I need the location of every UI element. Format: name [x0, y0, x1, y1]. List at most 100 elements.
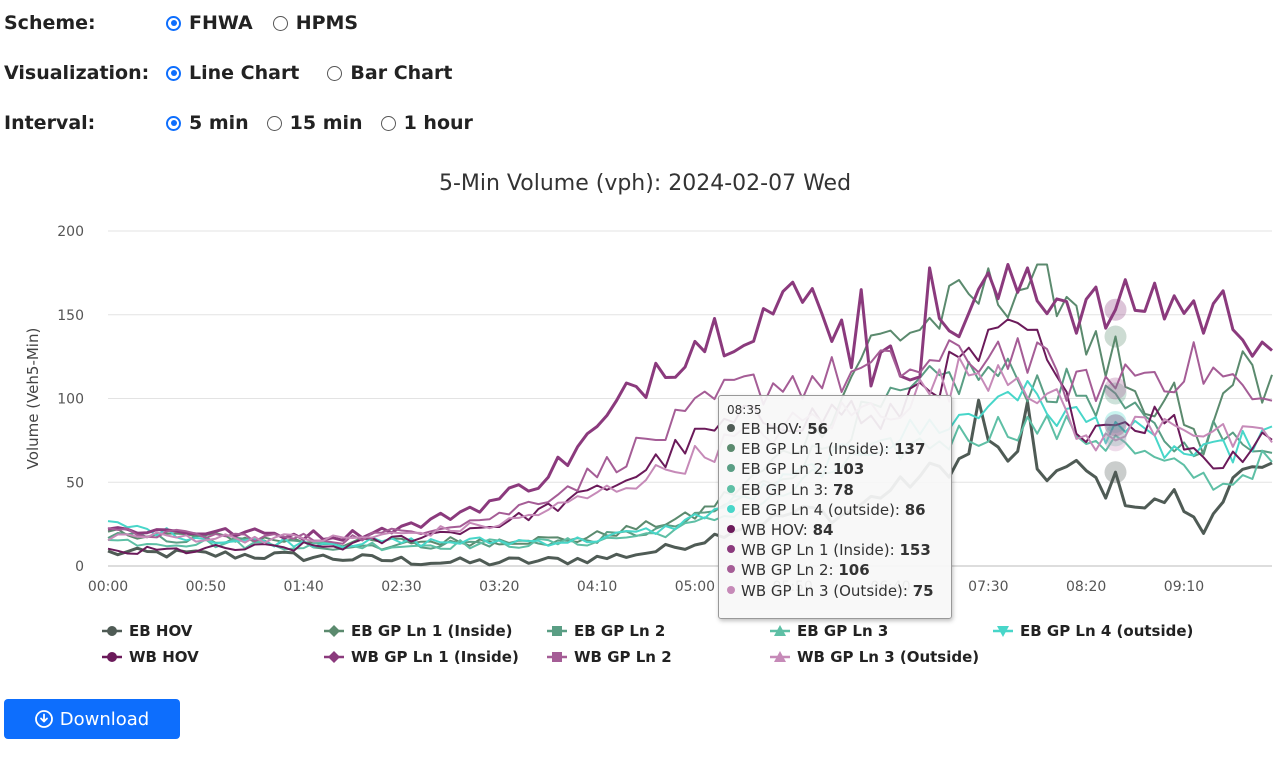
legend-marker-triangle	[774, 651, 786, 662]
legend-item: WB GP Ln 1 (Inside)	[324, 648, 519, 666]
y-tick-label: 0	[75, 559, 84, 575]
interval-option-5min[interactable]: 5 min	[166, 112, 249, 134]
series-line	[107, 357, 1273, 551]
x-tick-label: 02:30	[381, 579, 421, 595]
visualization-option-line[interactable]: Line Chart	[166, 62, 299, 84]
radio-icon[interactable]	[327, 65, 343, 81]
tooltip-dot	[727, 565, 735, 574]
chart-title: 5-Min Volume (vph): 2024-02-07 Wed	[439, 171, 851, 196]
legend-marker-square	[552, 626, 562, 636]
hover-marker	[1104, 424, 1127, 447]
tooltip-value: 153	[899, 541, 931, 560]
hover-marker	[1104, 382, 1127, 405]
legend-marker-circle	[107, 652, 117, 662]
interval-option-label: 15 min	[289, 112, 363, 134]
interval-option-1hour[interactable]: 1 hour	[380, 112, 473, 134]
interval-option-label: 5 min	[189, 112, 249, 134]
scheme-option-hpms[interactable]: HPMS	[272, 12, 358, 34]
hover-marker	[1104, 410, 1127, 433]
radio-icon[interactable]	[272, 15, 288, 31]
interval-option-15min[interactable]: 15 min	[266, 112, 363, 134]
radio-icon[interactable]	[166, 15, 181, 31]
legend-label: WB GP Ln 2	[574, 648, 672, 666]
x-tick-label: 00:00	[88, 579, 128, 595]
legend-marker-diamond	[328, 625, 340, 637]
hover-marker	[1104, 298, 1127, 321]
tooltip-dot	[727, 484, 735, 493]
tooltip-value: 75	[912, 581, 934, 600]
x-tick-label: 04:10	[577, 579, 617, 595]
scheme-row: Scheme: FHWA HPMS	[4, 10, 378, 36]
legend-item: EB HOV	[102, 622, 193, 640]
scheme-label: Scheme:	[4, 12, 96, 34]
x-tick-label: 09:10	[1164, 579, 1204, 595]
tooltip-time: 08:35	[727, 403, 762, 417]
x-tick-label: 05:00	[675, 579, 715, 595]
y-axis-label: Volume (Veh5-Min)	[24, 328, 42, 470]
tooltip-dot	[727, 504, 735, 513]
legend-item: EB GP Ln 2	[547, 622, 665, 640]
legend-label: WB GP Ln 3 (Outside)	[797, 648, 979, 666]
y-tick-label: 200	[57, 224, 84, 240]
tooltip-row: EB GP Ln 4 (outside): 86	[727, 500, 943, 520]
tooltip-label: WB GP Ln 2:	[741, 561, 839, 580]
radio-icon[interactable]	[166, 65, 181, 81]
hover-marker	[1104, 429, 1127, 452]
x-tick-label: 08:20	[1066, 579, 1106, 595]
tooltip-value: 103	[832, 460, 865, 479]
series-line	[107, 398, 1273, 567]
visualization-option-label: Bar Chart	[350, 62, 453, 84]
legend-item: WB HOV	[102, 648, 199, 666]
scheme-option-fhwa[interactable]: FHWA	[166, 12, 253, 34]
legend-item: EB GP Ln 3	[770, 622, 888, 640]
hover-marker	[1104, 414, 1127, 437]
hover-marker	[1104, 325, 1127, 348]
visualization-row: Visualization: Line Chart Bar Chart	[4, 60, 472, 86]
interval-label: Interval:	[4, 112, 96, 134]
download-button[interactable]: Download	[4, 699, 180, 739]
tooltip-row: EB GP Ln 1 (Inside): 137	[727, 439, 943, 459]
radio-icon[interactable]	[380, 115, 396, 131]
tooltip-label: EB GP Ln 3:	[741, 480, 833, 499]
chart-canvas: 5-Min Volume (vph): 2024-02-07 Wed Volume…	[24, 171, 1273, 666]
visualization-option-label: Line Chart	[189, 62, 300, 84]
tooltip-value: 84	[812, 521, 834, 540]
chart-tooltip: 08:35 EB HOV: 56 EB GP Ln 1 (Inside): 137…	[718, 395, 952, 619]
tooltip-row: WB HOV: 84	[727, 520, 943, 540]
download-label: Download	[59, 708, 150, 730]
radio-icon[interactable]	[266, 115, 282, 131]
tooltip-dot	[727, 585, 735, 594]
tooltip-dot	[727, 545, 735, 554]
tooltip-row: WB GP Ln 1 (Inside): 153	[727, 540, 943, 560]
y-tick-label: 150	[57, 308, 84, 324]
tooltip-label: WB GP Ln 3 (Outside):	[741, 581, 913, 600]
tooltip-label: WB HOV:	[741, 521, 813, 540]
hover-marker	[1104, 461, 1127, 484]
legend-item: WB GP Ln 3 (Outside)	[770, 648, 979, 666]
x-tick-label: 07:30	[968, 579, 1008, 595]
tooltip-label: EB GP Ln 2:	[741, 460, 833, 479]
tooltip-dot	[727, 525, 735, 534]
y-tick-label: 50	[66, 475, 84, 491]
tooltip-row: EB GP Ln 3: 78	[727, 480, 943, 500]
x-tick-label: 00:50	[186, 579, 226, 595]
visualization-option-bar[interactable]: Bar Chart	[327, 62, 452, 84]
series-line	[107, 356, 1273, 544]
tooltip-label: WB GP Ln 1 (Inside):	[741, 541, 900, 560]
legend-marker-diamond	[328, 651, 340, 663]
legend-marker-triangle-down	[997, 626, 1009, 637]
tooltip-value: 78	[832, 480, 854, 499]
tooltip-row: EB GP Ln 2: 103	[727, 459, 943, 479]
x-tick-label: 03:20	[479, 579, 519, 595]
radio-icon[interactable]	[166, 115, 181, 131]
tooltip-value: 56	[807, 420, 829, 438]
legend-label: EB GP Ln 3	[797, 622, 888, 640]
legend-marker-triangle	[774, 625, 786, 636]
legend-label: EB GP Ln 1 (Inside)	[351, 622, 513, 640]
legend-label: WB HOV	[129, 648, 199, 666]
legend-item: EB GP Ln 4 (outside)	[993, 622, 1193, 640]
tooltip-label: EB GP Ln 4 (outside):	[741, 500, 905, 519]
y-tick-label: 100	[57, 392, 84, 408]
scheme-option-label: FHWA	[189, 12, 253, 34]
hover-marker	[1104, 377, 1127, 400]
